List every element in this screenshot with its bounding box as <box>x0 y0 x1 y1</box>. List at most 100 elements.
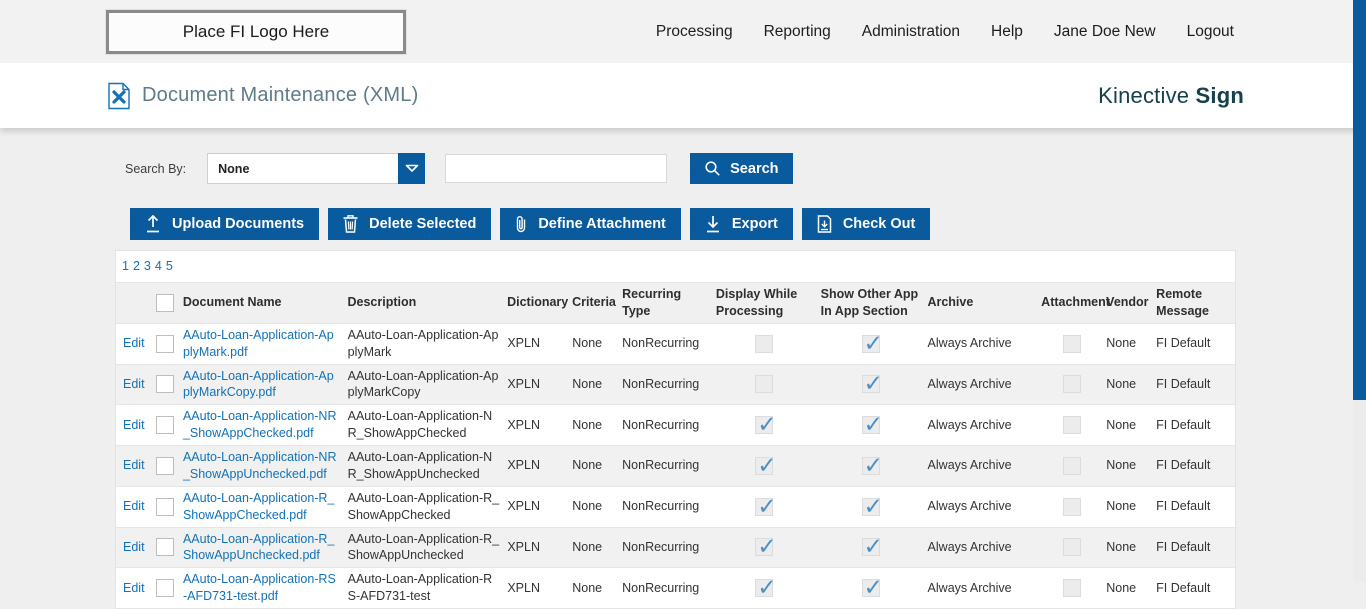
archive-cell: Always Archive <box>927 539 1012 554</box>
show-other-app-checkbox <box>861 368 883 399</box>
display-while-processing-cell <box>712 450 817 481</box>
edit-link[interactable]: Edit <box>123 539 145 554</box>
nav-item-reporting[interactable]: Reporting <box>763 22 831 40</box>
row-checkbox[interactable] <box>155 456 174 475</box>
vertical-scrollbar[interactable] <box>1353 0 1366 581</box>
header-archive: Archive <box>927 295 974 310</box>
row-checkbox[interactable] <box>155 497 174 516</box>
document-name-cell: AAuto-Loan-Application-R_ShowAppChecked.… <box>181 487 346 527</box>
upload-icon <box>145 215 161 233</box>
define-attachment-label: Define Attachment <box>538 216 666 232</box>
document-name-link[interactable]: AAuto-Loan-Application-ApplyMark.pdf <box>182 327 334 359</box>
select-cell <box>149 375 181 394</box>
archive-cell: Always Archive <box>927 417 1012 432</box>
main-nav: Processing Reporting Administration Help… <box>656 23 1234 41</box>
recurring-type-cell: NonRecurring <box>622 458 700 473</box>
show-other-app-checkbox <box>861 491 883 522</box>
search-input[interactable] <box>445 154 668 183</box>
description-cell: AAuto-Loan-Application-R_ShowAppUnchecke… <box>347 531 500 563</box>
nav-item-processing[interactable]: Processing <box>655 22 733 40</box>
dropdown-selected-value: None <box>218 161 250 176</box>
remote-message-cell: FI Default <box>1156 499 1211 514</box>
dictionary-cell: XPLN <box>507 458 540 473</box>
nav-item-help[interactable]: Help <box>991 22 1023 40</box>
attachment-checkbox <box>1062 538 1081 557</box>
document-name-link[interactable]: AAuto-Loan-Application-NR_ShowAppUncheck… <box>182 450 337 481</box>
description-cell: AAuto-Loan-Application-RS-AFD731-test <box>347 572 493 604</box>
table-row: Edit AAuto-Loan-Application-NR_ShowAppUn… <box>116 445 1235 486</box>
vendor-cell: None <box>1106 336 1137 351</box>
edit-link[interactable]: Edit <box>123 376 145 391</box>
show-other-app-checkbox <box>861 572 883 603</box>
recurring-type-cell: NonRecurring <box>622 376 700 391</box>
nav-item-user[interactable]: Jane Doe New <box>1053 22 1156 40</box>
attachment-cell <box>1039 538 1104 557</box>
header-remote-message: Remote Message <box>1156 287 1209 318</box>
row-checkbox[interactable] <box>155 416 174 435</box>
show-other-app-checkbox <box>861 531 883 562</box>
show-other-app-checkbox <box>861 328 883 359</box>
display-while-processing-cell <box>712 572 817 603</box>
export-button[interactable]: Export <box>689 208 793 240</box>
export-label: Export <box>731 216 778 232</box>
document-name-link[interactable]: AAuto-Loan-Application-ApplyMarkCopy.pdf <box>182 368 334 400</box>
search-button[interactable]: Search <box>690 153 793 184</box>
header-edit-spacer <box>116 300 149 306</box>
page-link-1[interactable]: 1 <box>122 259 129 273</box>
select-cell <box>149 579 181 598</box>
edit-link[interactable]: Edit <box>123 499 145 514</box>
page-link-3[interactable]: 3 <box>143 259 151 273</box>
header-display-while-processing: Display While Processing <box>715 287 798 318</box>
attachment-checkbox <box>1062 497 1081 516</box>
edit-cell: Edit <box>116 577 149 600</box>
define-attachment-button[interactable]: Define Attachment <box>500 208 681 240</box>
page-link-4[interactable]: 4 <box>154 259 162 273</box>
check-out-button[interactable]: Check Out <box>801 208 931 240</box>
documents-table: Document Name Description Dictionary Cri… <box>116 282 1235 608</box>
document-name-link[interactable]: AAuto-Loan-Application-R_ShowAppChecked.… <box>182 490 335 522</box>
page-link-5[interactable]: 5 <box>165 259 173 273</box>
document-name-link[interactable]: AAuto-Loan-Application-NR_ShowAppChecked… <box>182 409 337 441</box>
select-cell <box>149 497 181 516</box>
select-cell <box>149 416 181 435</box>
scrollbar-thumb[interactable] <box>1353 0 1366 400</box>
page-link-2[interactable]: 2 <box>132 259 140 273</box>
table-row: Edit AAuto-Loan-Application-R_ShowAppChe… <box>116 485 1235 527</box>
document-name-cell: AAuto-Loan-Application-NR_ShowAppUncheck… <box>181 446 346 486</box>
row-checkbox[interactable] <box>155 334 174 353</box>
edit-link[interactable]: Edit <box>123 336 145 351</box>
chevron-down-icon[interactable] <box>398 153 426 184</box>
edit-link[interactable]: Edit <box>123 580 145 595</box>
document-name-link[interactable]: AAuto-Loan-Application-RS-AFD731-test.pd… <box>182 572 336 604</box>
attachment-checkbox <box>1062 334 1081 353</box>
row-checkbox[interactable] <box>155 375 174 394</box>
nav-item-administration[interactable]: Administration <box>861 22 961 40</box>
select-all-checkbox[interactable] <box>155 293 174 312</box>
description-cell: AAuto-Loan-Application-NR_ShowAppUncheck… <box>347 450 493 481</box>
checkout-document-icon <box>817 215 832 233</box>
upload-documents-label: Upload Documents <box>172 216 305 232</box>
edit-link[interactable]: Edit <box>123 417 145 432</box>
criteria-cell: None <box>572 417 603 432</box>
search-by-dropdown[interactable]: None <box>207 153 426 184</box>
display-while-processing-checkbox <box>755 450 777 481</box>
upload-documents-button[interactable]: Upload Documents <box>130 208 320 240</box>
document-name-link[interactable]: AAuto-Loan-Application-R_ShowAppUnchecke… <box>182 531 335 563</box>
table-row: Edit AAuto-Loan-Application-R_ShowAppUnc… <box>116 526 1235 568</box>
description-cell: AAuto-Loan-Application-NR_ShowAppChecked <box>347 409 493 441</box>
paperclip-icon <box>515 215 527 234</box>
edit-link[interactable]: Edit <box>123 458 145 473</box>
display-while-processing-cell <box>712 375 817 394</box>
nav-item-logout[interactable]: Logout <box>1186 22 1234 40</box>
vendor-cell: None <box>1106 458 1137 473</box>
row-checkbox[interactable] <box>155 538 174 557</box>
remote-message-cell: FI Default <box>1156 376 1211 391</box>
delete-selected-button[interactable]: Delete Selected <box>328 208 492 240</box>
header-dictionary: Dictionary <box>507 295 569 310</box>
row-checkbox[interactable] <box>155 579 174 598</box>
page-title: Document Maintenance (XML) <box>142 84 419 106</box>
remote-message-cell: FI Default <box>1156 458 1211 473</box>
edit-cell: Edit <box>116 332 149 355</box>
fi-logo-text: Place FI Logo Here <box>182 21 330 41</box>
show-other-app-cell <box>817 409 925 440</box>
